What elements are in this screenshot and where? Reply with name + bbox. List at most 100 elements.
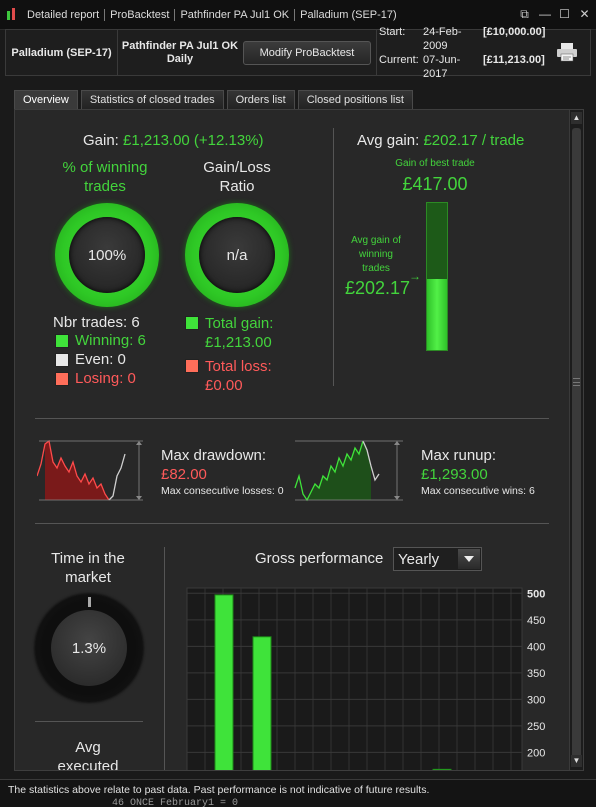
title-segment-report: Detailed report bbox=[27, 8, 100, 21]
avg-gain-label: Avg gain: bbox=[357, 132, 420, 149]
max-consec-wins: Max consecutive wins: 6 bbox=[421, 485, 535, 497]
title-segment-instrument: Palladium (SEP-17) bbox=[300, 8, 397, 21]
max-drawdown-label: Max drawdown: bbox=[161, 447, 267, 464]
max-runup-sparkline bbox=[294, 440, 403, 502]
disclaimer-text: The statistics above relate to past data… bbox=[8, 784, 430, 796]
chevron-down-icon[interactable] bbox=[458, 549, 480, 569]
period-select-value: Yearly bbox=[398, 550, 440, 568]
max-runup-value: £1,293.00 bbox=[421, 466, 488, 483]
y-tick-label: 350 bbox=[527, 668, 545, 680]
avg-bar-fill bbox=[427, 279, 447, 350]
total-loss-swatch bbox=[185, 359, 199, 373]
tab-orders-list[interactable]: Orders list bbox=[226, 90, 295, 109]
avg-gain-value: £202.17 / trade bbox=[423, 132, 525, 149]
max-drawdown-value: £82.00 bbox=[161, 466, 207, 483]
time-in-market-value: 1.3% bbox=[51, 610, 127, 686]
total-loss: Total loss: £0.00 bbox=[205, 357, 272, 395]
y-tick-label: 200 bbox=[527, 747, 545, 759]
timeframe: Daily bbox=[166, 52, 194, 65]
tab-overview[interactable]: Overview bbox=[14, 90, 78, 109]
best-trade-label: Gain of best trade bbox=[395, 158, 475, 169]
gain-loss-gauge: n/a bbox=[185, 203, 289, 307]
best-trade-value: £417.00 bbox=[402, 174, 468, 194]
title-segment-probacktest: ProBacktest bbox=[110, 8, 170, 21]
max-consec-losses: Max consecutive losses: 0 bbox=[161, 485, 284, 497]
gain-label: Gain: bbox=[83, 132, 119, 149]
chart-bar bbox=[432, 768, 452, 770]
instrument-name: Palladium (SEP-17) bbox=[6, 30, 118, 75]
start-date: 24-Feb-2009 bbox=[423, 25, 462, 52]
avg-gain-row: Avg gain: £202.17 / trade bbox=[357, 132, 524, 149]
even-swatch bbox=[55, 353, 69, 367]
total-gain-label: Total gain: bbox=[205, 315, 274, 332]
maximize-icon[interactable]: ☐ bbox=[559, 7, 570, 21]
scroll-down-icon[interactable]: ▼ bbox=[571, 755, 582, 767]
gain-value: £1,213.00 (+12.13%) bbox=[123, 132, 264, 149]
close-icon[interactable]: ✕ bbox=[579, 7, 590, 21]
gain-loss-value: n/a bbox=[199, 217, 275, 293]
y-tick-label: 500 bbox=[527, 588, 545, 600]
winning-count: Winning: 6 bbox=[75, 332, 146, 349]
printer-icon[interactable] bbox=[556, 42, 578, 62]
detach-icon[interactable]: ⧉ bbox=[520, 7, 529, 21]
title-bar: Detailed report ProBacktest Pathfinder P… bbox=[0, 0, 596, 30]
arrow-right-icon: → bbox=[409, 269, 421, 283]
total-gain-swatch bbox=[185, 316, 199, 330]
y-tick-label: 300 bbox=[527, 694, 545, 706]
gross-performance-chart: 500 450 400 350 300 250 200 bbox=[186, 587, 545, 770]
background-code-line: 46 ONCE February1 = 0 bbox=[112, 798, 239, 807]
tab-bar: Overview Statistics of closed trades Ord… bbox=[14, 90, 413, 109]
start-amount: [£10,000.00] bbox=[483, 25, 546, 38]
start-label: Start: bbox=[379, 25, 406, 38]
scroll-grip-icon bbox=[573, 378, 580, 386]
even-count: Even: 0 bbox=[75, 351, 126, 368]
avg-winning-label: Avg gain of winning trades bbox=[351, 235, 401, 274]
chart-grid bbox=[187, 588, 522, 770]
avg-vs-best-bar bbox=[426, 202, 448, 351]
strategy-name: Pathfinder PA Jul1 OK bbox=[121, 39, 239, 52]
status-bar: The statistics above relate to past data… bbox=[0, 779, 596, 807]
y-tick-label: 450 bbox=[527, 615, 545, 627]
y-tick-label: 250 bbox=[527, 721, 545, 733]
minimize-icon[interactable]: — bbox=[539, 7, 551, 21]
avg-winning-value: £202.17 bbox=[345, 278, 411, 298]
total-loss-value: £0.00 bbox=[205, 377, 243, 394]
overview-panel: Gain: £1,213.00 (+12.13%) % of winning t… bbox=[14, 109, 584, 771]
chart-y-axis: 500 450 400 350 300 250 200 bbox=[527, 588, 545, 759]
losing-swatch bbox=[55, 372, 69, 386]
capital-info: Start: 24-Feb-2009 [£10,000.00] Current:… bbox=[376, 26, 554, 80]
avg-executed-label: Avg executed bbox=[57, 739, 119, 771]
time-in-market-label: Time in the market bbox=[51, 550, 125, 586]
scroll-up-icon[interactable]: ▲ bbox=[571, 112, 582, 124]
modify-probacktest-button[interactable]: Modify ProBacktest bbox=[243, 41, 371, 65]
chart-bars bbox=[214, 594, 452, 770]
chart-bar bbox=[214, 594, 234, 770]
tab-closed-positions-list[interactable]: Closed positions list bbox=[297, 90, 413, 109]
current-amount: [£11,213.00] bbox=[483, 53, 545, 66]
scroll-thumb[interactable] bbox=[572, 128, 581, 758]
nbr-trades: Nbr trades: 6 bbox=[53, 314, 140, 331]
total-gain-value: £1,213.00 bbox=[205, 334, 272, 351]
winning-swatch bbox=[55, 334, 69, 348]
pct-winning-gauge: 100% bbox=[55, 203, 159, 307]
gain-row: Gain: £1,213.00 (+12.13%) bbox=[83, 132, 264, 149]
pct-winning-value: 100% bbox=[69, 217, 145, 293]
vertical-scrollbar[interactable]: ▲ ▼ bbox=[569, 110, 583, 770]
total-gain: Total gain: £1,213.00 bbox=[205, 314, 273, 352]
max-drawdown-sparkline bbox=[37, 439, 143, 501]
chart-bar bbox=[252, 636, 272, 770]
total-loss-label: Total loss: bbox=[205, 358, 272, 375]
current-label: Current: bbox=[379, 53, 419, 66]
current-date: 07-Jun-2017 bbox=[423, 53, 461, 80]
period-select[interactable]: Yearly bbox=[393, 547, 482, 571]
max-runup-label: Max runup: bbox=[421, 447, 497, 464]
title-segment-strategy: Pathfinder PA Jul1 OK bbox=[180, 8, 290, 21]
tab-statistics-closed-trades[interactable]: Statistics of closed trades bbox=[80, 90, 224, 109]
gain-loss-ratio-label: Gain/Loss Ratio bbox=[203, 159, 271, 195]
gross-performance-label: Gross performance bbox=[255, 550, 384, 567]
losing-count: Losing: 0 bbox=[75, 370, 136, 387]
time-in-market-gauge: 1.3% bbox=[35, 594, 143, 702]
candlestick-icon bbox=[6, 7, 18, 23]
report-header: Palladium (SEP-17) Pathfinder PA Jul1 OK… bbox=[5, 26, 591, 80]
pct-winning-label: % of winning trades bbox=[62, 159, 148, 195]
